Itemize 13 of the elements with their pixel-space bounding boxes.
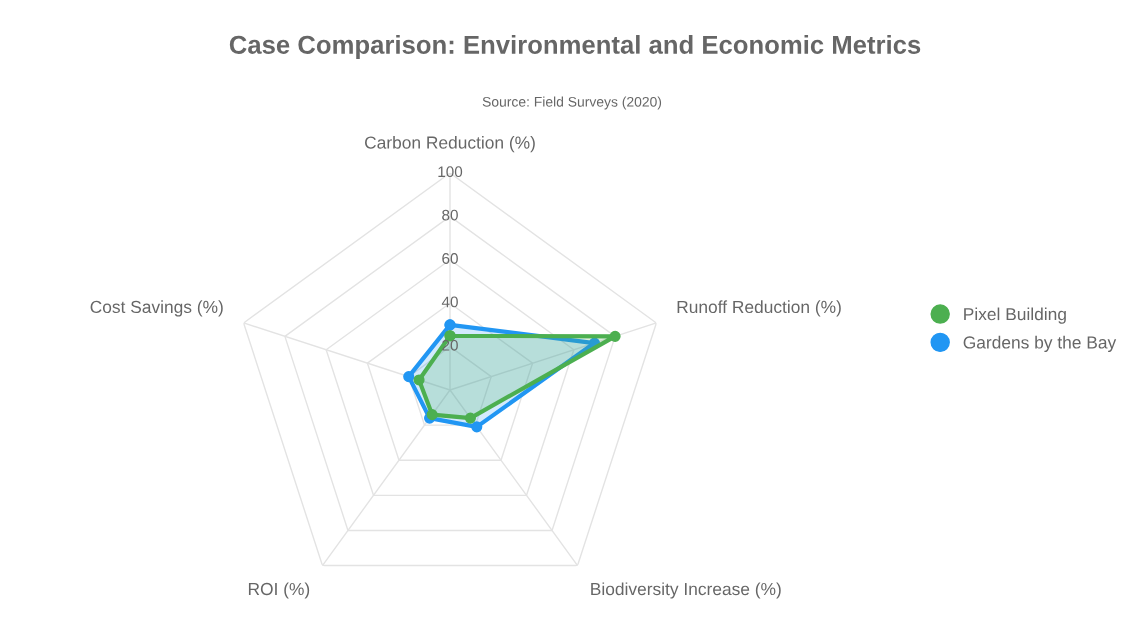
spoke-label: Carbon Reduction (%) (365, 135, 535, 153)
spoke-label: Cost Savings (%) (90, 300, 223, 317)
y-tick-label: 80 (442, 209, 458, 221)
legend-label: Pixel Building (964, 307, 1066, 324)
spoke-label: Runoff Reduction (%) (677, 300, 841, 317)
chart-title: Case Comparison: Environmental and Economic Metrics (229, 35, 921, 59)
spoke-label: Biodiversity Increase (%) (591, 582, 781, 599)
y-tick-label: 60 (442, 253, 458, 264)
y-tick-label: 100 (438, 166, 463, 178)
legend-label: Gardens by the Bay (963, 335, 1117, 353)
source-note: Source: Field Surveys (2020) (482, 96, 662, 110)
y-tick-label: 40 (441, 296, 458, 308)
spoke-label: ROI (%) (248, 582, 310, 599)
